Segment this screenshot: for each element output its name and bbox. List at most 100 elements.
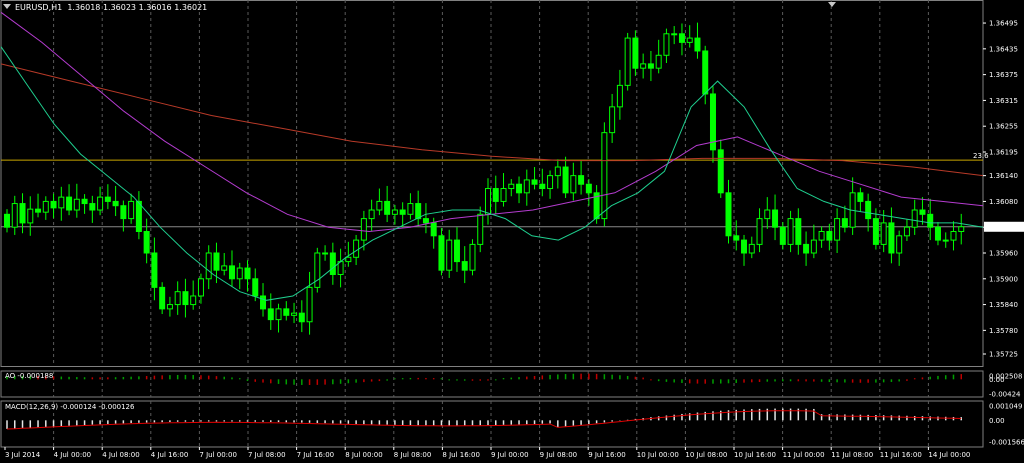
candle-bear[interactable] — [872, 218, 879, 245]
candle-bull[interactable] — [508, 183, 515, 190]
candle-bear[interactable] — [865, 200, 872, 220]
candle-bull[interactable] — [554, 166, 561, 177]
candle-bull[interactable] — [500, 188, 507, 202]
candle-bull[interactable] — [624, 37, 631, 86]
candle-bear[interactable] — [151, 252, 158, 288]
candle-bear[interactable] — [415, 203, 422, 220]
candle-bull[interactable] — [834, 218, 841, 241]
candle-bull[interactable] — [477, 213, 484, 245]
candle-bull[interactable] — [376, 200, 383, 211]
candle-bull[interactable] — [291, 312, 298, 316]
candle-bull[interactable] — [42, 200, 49, 213]
candle-bull[interactable] — [73, 198, 80, 211]
candle-bull[interactable] — [616, 84, 623, 108]
candle-bull[interactable] — [360, 218, 367, 241]
candle-bear[interactable] — [678, 33, 685, 43]
candle-bear[interactable] — [717, 149, 724, 194]
candle-bear[interactable] — [632, 37, 639, 69]
candle-bear[interactable] — [35, 208, 42, 213]
candle-bull[interactable] — [764, 209, 771, 220]
candle-bull[interactable] — [391, 209, 398, 215]
candle-bear[interactable] — [709, 93, 716, 151]
candle-bull[interactable] — [205, 252, 212, 280]
candle-bear[interactable] — [453, 239, 460, 263]
candle-bear[interactable] — [182, 291, 189, 306]
candle-bull[interactable] — [686, 37, 693, 43]
candle-bull[interactable] — [655, 54, 662, 69]
candle-bull[interactable] — [601, 132, 608, 220]
candle-bear[interactable] — [492, 188, 499, 202]
candle-bear[interactable] — [927, 213, 934, 228]
candle-bear[interactable] — [89, 203, 96, 211]
candle-bull[interactable] — [221, 265, 228, 271]
candle-bear[interactable] — [66, 196, 73, 211]
candle-bear[interactable] — [120, 205, 127, 220]
candle-bear[interactable] — [803, 243, 810, 254]
candle-bear[interactable] — [260, 295, 267, 310]
candle-bull[interactable] — [407, 203, 414, 215]
candle-bull[interactable] — [97, 196, 104, 211]
candle-bull[interactable] — [570, 175, 577, 194]
candle-bull[interactable] — [756, 218, 763, 245]
candle-bear[interactable] — [384, 200, 391, 215]
candle-bear[interactable] — [562, 166, 569, 194]
candle-bull[interactable] — [663, 33, 670, 56]
candle-bear[interactable] — [422, 218, 429, 224]
ao-panel[interactable] — [6, 373, 962, 386]
menu-triangle-icon[interactable] — [3, 4, 11, 9]
macd-panel[interactable] — [6, 408, 962, 430]
candle-bull[interactable] — [322, 252, 329, 255]
chart-shift-icon[interactable] — [828, 2, 836, 7]
candle-bear[interactable] — [772, 209, 779, 228]
candle-bear[interactable] — [531, 179, 538, 185]
candle-bear[interactable] — [104, 196, 111, 202]
candle-bull[interactable] — [27, 208, 34, 224]
candle-bear[interactable] — [733, 235, 740, 241]
candle-bear[interactable] — [934, 226, 941, 241]
candle-bear[interactable] — [826, 231, 833, 241]
candle-bull[interactable] — [609, 106, 616, 134]
candle-bear[interactable] — [585, 183, 592, 194]
candle-bull[interactable] — [787, 218, 794, 245]
candle-bear[interactable] — [135, 200, 142, 233]
candle-bear[interactable] — [516, 183, 523, 194]
candle-bear[interactable] — [298, 312, 305, 323]
candle-bull[interactable] — [469, 243, 476, 271]
candle-bear[interactable] — [329, 252, 336, 275]
candle-bull[interactable] — [11, 203, 18, 228]
candle-bear[interactable] — [795, 218, 802, 245]
candle-bull[interactable] — [353, 239, 360, 258]
candle-bull[interactable] — [345, 256, 352, 263]
candle-bull[interactable] — [166, 304, 173, 310]
candle-bear[interactable] — [438, 235, 445, 271]
candle-bear[interactable] — [213, 252, 220, 271]
candle-bear[interactable] — [430, 222, 437, 237]
candle-bull[interactable] — [128, 200, 135, 220]
candle-bear[interactable] — [702, 50, 709, 95]
candle-bear[interactable] — [779, 226, 786, 245]
candle-bull[interactable] — [748, 243, 755, 254]
candle-bull[interactable] — [640, 63, 647, 69]
candle-bull[interactable] — [368, 209, 375, 220]
candle-bear[interactable] — [50, 200, 57, 209]
candle-bear[interactable] — [578, 175, 585, 185]
candle-bear[interactable] — [143, 231, 150, 254]
candle-bull[interactable] — [880, 222, 887, 245]
candle-bear[interactable] — [919, 209, 926, 215]
candle-bear[interactable] — [283, 308, 290, 316]
candle-bull[interactable] — [942, 239, 949, 242]
candle-bull[interactable] — [275, 308, 282, 321]
candle-bull[interactable] — [446, 239, 453, 271]
candle-bear[interactable] — [228, 265, 235, 280]
candle-bear[interactable] — [252, 278, 259, 297]
candle-bull[interactable] — [818, 231, 825, 241]
candle-bull[interactable] — [190, 295, 197, 306]
candle-bear[interactable] — [888, 222, 895, 254]
candle-bull[interactable] — [58, 196, 65, 209]
candle-bull[interactable] — [174, 291, 181, 306]
candle-bear[interactable] — [539, 183, 546, 190]
candle-bull[interactable] — [671, 33, 678, 36]
candle-bear[interactable] — [461, 261, 468, 271]
candle-bear[interactable] — [267, 308, 274, 321]
